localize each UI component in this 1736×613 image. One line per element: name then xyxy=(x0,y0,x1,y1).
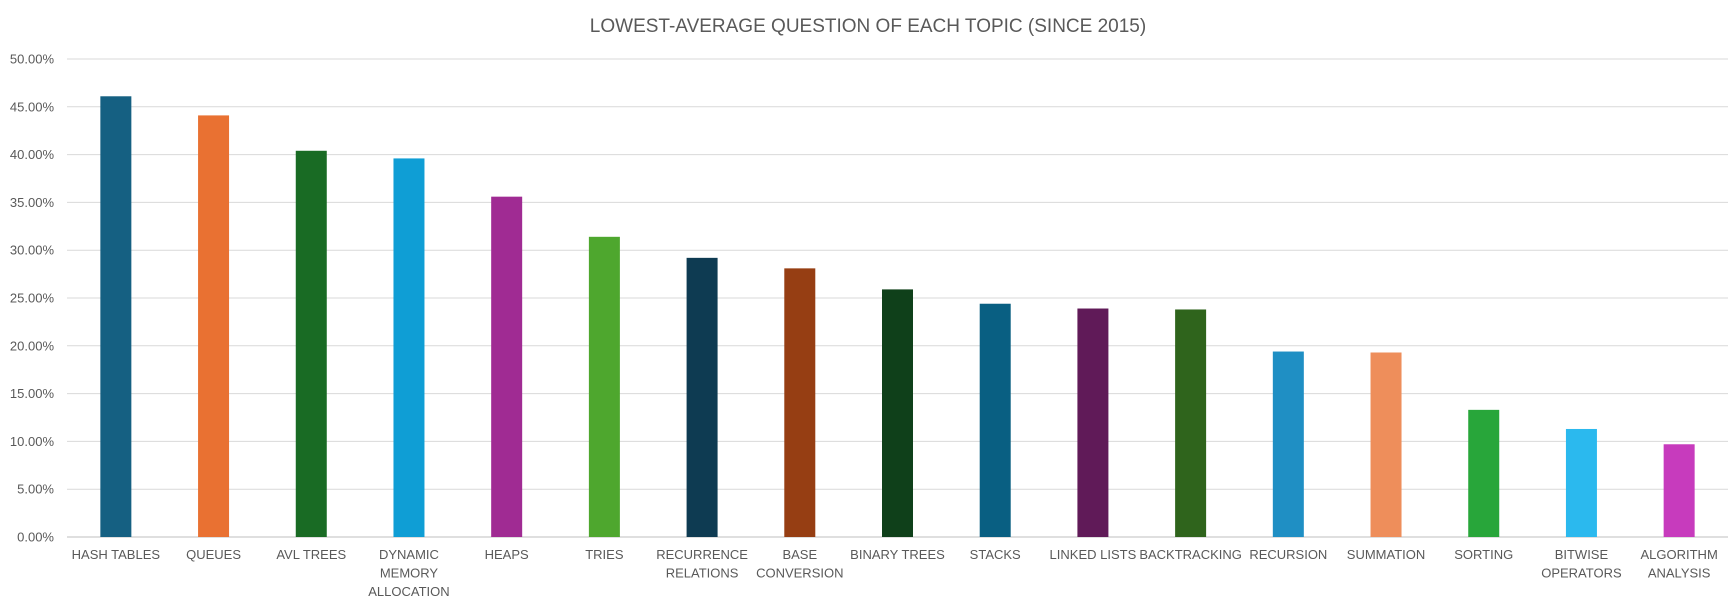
x-tick-label-line: QUEUES xyxy=(186,547,241,562)
x-tick-label: TRIES xyxy=(585,547,624,562)
x-tick-label: QUEUES xyxy=(186,547,241,562)
x-tick-label-line: RECURRENCE xyxy=(656,547,748,562)
y-tick-label: 45.00% xyxy=(10,99,55,114)
bar xyxy=(979,303,1011,537)
x-tick-label: RECURRENCE RELATIONS xyxy=(656,547,748,581)
x-tick-label-line: OPERATORS xyxy=(1541,566,1622,581)
bar xyxy=(491,196,523,537)
bar xyxy=(588,236,620,538)
x-tick-label: BACKTRACKING xyxy=(1139,547,1242,562)
bar xyxy=(198,115,230,538)
bar xyxy=(295,150,327,537)
x-tick-label-line: MEMORY xyxy=(380,566,439,581)
y-tick-label: 20.00% xyxy=(10,338,55,353)
x-tick-label-line: ANALYSIS xyxy=(1648,566,1711,581)
y-axis-tick-labels: 0.00% 5.00% 10.00% 15.00% 20.00% 25.00% 30.00%… xyxy=(10,52,55,545)
x-tick-label: ALGORITHM ANALYSIS xyxy=(1640,547,1717,581)
bar xyxy=(393,158,425,537)
x-tick-label: HASH TABLES xyxy=(72,547,161,562)
bars xyxy=(100,96,1695,538)
x-tick-label-line: LINKED LISTS xyxy=(1050,547,1137,562)
x-tick-label: AVL TREES xyxy=(276,547,346,562)
x-tick-label: DYNAMIC MEMORY ALLOCATION xyxy=(368,547,449,599)
y-tick-label: 0.00% xyxy=(17,530,54,545)
bar xyxy=(1077,308,1109,537)
y-tick-label: 30.00% xyxy=(10,243,55,258)
x-tick-label-line: ALLOCATION xyxy=(368,584,449,599)
bar xyxy=(1468,409,1500,537)
y-tick-label: 15.00% xyxy=(10,386,55,401)
x-tick-label: BASE CONVERSION xyxy=(756,547,843,581)
chart-title: LOWEST-AVERAGE QUESTION OF EACH TOPIC (S… xyxy=(590,16,1146,37)
x-tick-label-line: STACKS xyxy=(970,547,1021,562)
x-tick-label-line: BINARY TREES xyxy=(850,547,945,562)
x-tick-label-line: SORTING xyxy=(1454,547,1513,562)
x-tick-label: STACKS xyxy=(970,547,1021,562)
y-tick-label: 50.00% xyxy=(10,52,55,67)
bar xyxy=(1175,309,1207,537)
x-tick-label: BINARY TREES xyxy=(850,547,945,562)
y-tick-label: 35.00% xyxy=(10,195,55,210)
y-tick-label: 5.00% xyxy=(17,482,54,497)
x-tick-label-line: RECURSION xyxy=(1249,547,1327,562)
y-tick-label: 25.00% xyxy=(10,291,55,306)
x-tick-label: BITWISE OPERATORS xyxy=(1541,547,1622,581)
bar xyxy=(686,257,718,537)
x-tick-label-line: ALGORITHM xyxy=(1640,547,1717,562)
y-tick-label: 40.00% xyxy=(10,147,55,162)
x-tick-label: RECURSION xyxy=(1249,547,1327,562)
x-axis-tick-labels: HASH TABLES QUEUES AVL TREES DYNAMIC MEMORY A… xyxy=(72,547,1718,599)
x-tick-label-line: BITWISE xyxy=(1555,547,1609,562)
x-tick-label: SORTING xyxy=(1454,547,1513,562)
bar xyxy=(1565,428,1597,537)
x-tick-label-line: DYNAMIC xyxy=(379,547,439,562)
x-tick-label-line: RELATIONS xyxy=(666,566,739,581)
x-tick-label-line: BACKTRACKING xyxy=(1139,547,1242,562)
x-tick-label-line: CONVERSION xyxy=(756,566,843,581)
x-tick-label: SUMMATION xyxy=(1347,547,1425,562)
bar xyxy=(784,268,816,537)
bar xyxy=(100,96,132,537)
x-tick-label-line: AVL TREES xyxy=(276,547,346,562)
x-tick-label: LINKED LISTS xyxy=(1050,547,1137,562)
x-tick-label-line: HEAPS xyxy=(485,547,529,562)
bar xyxy=(1370,352,1402,537)
x-tick-label: HEAPS xyxy=(485,547,529,562)
bar xyxy=(1272,351,1304,537)
bar xyxy=(1663,444,1695,537)
x-tick-label-line: HASH TABLES xyxy=(72,547,161,562)
bar xyxy=(882,289,913,537)
x-tick-label-line: TRIES xyxy=(585,547,624,562)
y-tick-label: 10.00% xyxy=(10,434,55,449)
x-tick-label-line: BASE xyxy=(782,547,817,562)
x-tick-label-line: SUMMATION xyxy=(1347,547,1425,562)
